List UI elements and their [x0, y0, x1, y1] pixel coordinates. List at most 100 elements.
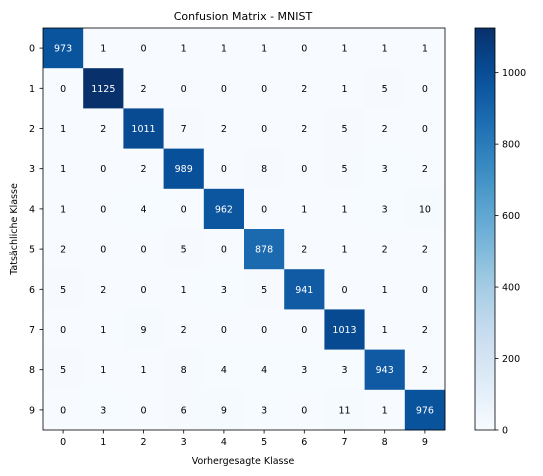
x-tick-label: 4 [221, 437, 227, 448]
heatmap-cell [163, 108, 205, 149]
heatmap-cell [43, 349, 84, 391]
cell-value-label: 1 [382, 405, 388, 416]
heatmap-cell [364, 269, 406, 310]
heatmap-cell [364, 349, 406, 391]
heatmap-cell [123, 28, 164, 69]
heatmap-cell [163, 188, 205, 230]
cell-value-label: 1125 [91, 84, 115, 95]
cell-value-label: 0 [301, 44, 307, 55]
heatmap-cell [83, 389, 124, 431]
heatmap-cell [324, 108, 365, 149]
heatmap-cell [43, 68, 84, 109]
y-tick-label: 5 [29, 245, 35, 256]
y-tick-label: 4 [29, 204, 35, 215]
heatmap-cell [244, 269, 285, 310]
cell-value-label: 4 [221, 365, 227, 376]
cell-value-label: 2 [301, 245, 307, 256]
heatmap-cell [364, 28, 406, 69]
plot-frame [42, 27, 446, 431]
heatmap-cell [364, 188, 406, 230]
heatmap-cell [123, 309, 164, 350]
heatmap-cell [324, 68, 365, 109]
cell-value-label: 0 [181, 204, 187, 215]
cell-value-label: 2 [382, 124, 388, 135]
cell-value-label: 0 [181, 84, 187, 95]
cell-value-label: 2 [422, 164, 428, 175]
heatmap-cell [364, 389, 406, 431]
heatmap-cell [43, 188, 84, 230]
y-tick-label: 0 [29, 44, 35, 55]
cell-value-label: 2 [422, 325, 428, 336]
heatmap-cell-labels: 973 1 0 1 1 1 0 1 1 10 1125 2 0 0 0 2 1 5 01 2 1011 7 2 0 2 5 2 01 0… [54, 44, 434, 417]
y-tick-label: 7 [29, 325, 35, 336]
cell-value-label: 1 [301, 204, 307, 215]
cell-value-label: 1011 [131, 124, 155, 135]
cell-value-label: 7 [181, 124, 187, 135]
cell-value-label: 1 [382, 325, 388, 336]
cell-value-label: 5 [181, 245, 187, 256]
heatmap-cell [203, 269, 245, 310]
cell-value-label: 2 [140, 164, 146, 175]
heatmap-cell [43, 28, 84, 69]
x-tick-label: 8 [382, 437, 388, 448]
cell-value-label: 9 [221, 405, 227, 416]
x-axis-label: Vorhergesagte Klasse [192, 456, 295, 467]
cell-value-label: 1 [181, 285, 187, 296]
heatmap-cell [324, 349, 365, 391]
cell-value-label: 1 [422, 44, 428, 55]
cell-value-label: 0 [301, 405, 307, 416]
heatmap-cell [284, 229, 325, 270]
cell-value-label: 3 [100, 405, 106, 416]
heatmap-cell [43, 148, 84, 190]
cell-value-label: 5 [60, 285, 66, 296]
heatmap-cell [364, 148, 406, 190]
y-tick-label: 1 [29, 84, 35, 95]
heatmap-cell [203, 148, 245, 190]
heatmap-cell [284, 389, 325, 431]
cell-value-label: 2 [100, 124, 106, 135]
cell-value-label: 2 [181, 325, 187, 336]
heatmap-cell [324, 148, 365, 190]
cell-value-label: 5 [261, 285, 267, 296]
heatmap-cell [244, 68, 285, 109]
heatmap-cell [203, 28, 245, 69]
cell-value-label: 1 [341, 44, 347, 55]
cell-value-label: 0 [301, 164, 307, 175]
heatmap-cell [123, 229, 164, 270]
heatmap-cell [324, 28, 365, 69]
heatmap-cell [324, 389, 365, 431]
heatmap-cell [364, 309, 406, 350]
heatmap-cell [83, 269, 124, 310]
cell-value-label: 0 [341, 285, 347, 296]
cell-value-label: 1 [60, 204, 66, 215]
x-tick-label: 2 [140, 437, 146, 448]
cell-value-label: 0 [60, 325, 66, 336]
y-axis-label: Tatsächliche Klasse [9, 183, 20, 276]
heatmap-cell [163, 349, 205, 391]
cell-value-label: 0 [60, 84, 66, 95]
cell-value-label: 0 [261, 124, 267, 135]
heatmap-cell [404, 188, 446, 230]
heatmap-cell [404, 389, 446, 431]
x-tick-label: 6 [301, 437, 307, 448]
heatmap-cell [163, 148, 205, 190]
heatmap-cell [324, 188, 365, 230]
cell-value-label: 973 [54, 44, 72, 55]
cell-value-label: 9 [140, 325, 146, 336]
cell-value-label: 1 [221, 44, 227, 55]
cell-value-label: 1 [100, 44, 106, 55]
y-tick-label: 3 [29, 164, 35, 175]
heatmap-cell [83, 188, 124, 230]
cell-value-label: 0 [422, 84, 428, 95]
cell-value-label: 1 [140, 365, 146, 376]
heatmap-cell [123, 68, 164, 109]
cell-value-label: 0 [100, 204, 106, 215]
cell-value-label: 11 [338, 405, 350, 416]
x-tick-label: 3 [181, 437, 187, 448]
cell-value-label: 1 [60, 164, 66, 175]
heatmap-cell [284, 309, 325, 350]
cell-value-label: 1 [341, 84, 347, 95]
heatmap-cell [203, 389, 245, 431]
heatmap-cell [244, 389, 285, 431]
